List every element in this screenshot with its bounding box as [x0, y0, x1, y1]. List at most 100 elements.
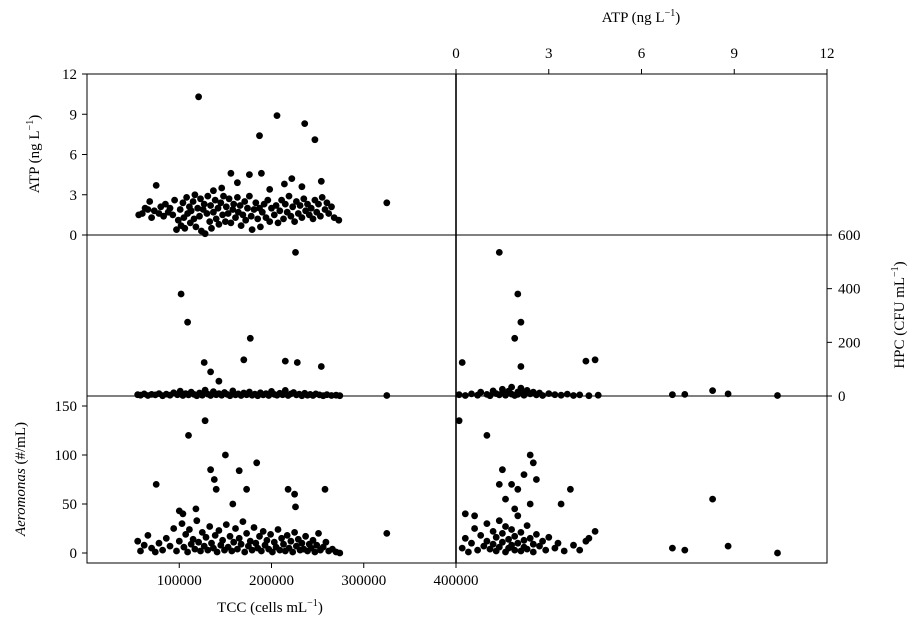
data-point	[210, 208, 217, 216]
atp-left-axis-label: ATP (ng L−1)	[25, 115, 43, 193]
data-point	[155, 539, 163, 547]
hpc-tick-label: 200	[838, 335, 861, 351]
data-points	[134, 93, 781, 557]
data-point	[208, 224, 215, 232]
data-point	[529, 540, 537, 548]
data-point	[184, 548, 192, 556]
data-point	[175, 537, 183, 545]
data-point	[207, 466, 215, 474]
data-point	[486, 545, 494, 553]
data-point	[197, 547, 204, 555]
data-point	[200, 200, 208, 208]
data-point	[317, 363, 325, 370]
data-point	[189, 198, 197, 205]
data-point	[177, 290, 185, 298]
data-point	[237, 222, 245, 230]
data-point	[511, 505, 519, 513]
data-point	[213, 548, 221, 556]
data-point	[225, 195, 233, 203]
data-point	[178, 520, 186, 527]
data-point	[483, 432, 491, 439]
data-point	[191, 545, 199, 553]
data-point	[514, 539, 522, 547]
data-point	[270, 211, 278, 219]
data-point	[495, 517, 503, 525]
tcc-tick-label: 100000	[157, 573, 202, 589]
data-point	[483, 537, 491, 545]
data-point	[211, 196, 219, 204]
data-point	[458, 359, 466, 366]
data-point	[325, 210, 333, 217]
data-point	[259, 528, 267, 535]
data-point	[486, 392, 494, 400]
data-point	[477, 388, 485, 396]
data-point	[171, 196, 179, 204]
data-point	[215, 527, 223, 534]
data-point	[152, 481, 160, 488]
data-point	[563, 390, 571, 398]
data-point	[311, 548, 319, 556]
data-point	[234, 194, 241, 201]
data-point	[140, 541, 148, 549]
data-point	[187, 207, 195, 215]
data-point	[298, 214, 306, 222]
data-point	[235, 467, 243, 475]
data-point	[166, 204, 174, 212]
data-point	[461, 392, 469, 399]
data-point	[197, 195, 204, 203]
data-point	[189, 535, 197, 543]
data-point	[229, 500, 237, 508]
data-point	[166, 542, 174, 550]
data-point	[291, 218, 298, 226]
data-point	[551, 391, 559, 399]
data-point	[594, 391, 602, 399]
data-point	[234, 545, 241, 553]
data-point	[502, 495, 509, 503]
data-point	[536, 542, 543, 550]
data-point	[146, 198, 154, 205]
data-point	[520, 536, 528, 544]
data-point	[239, 518, 247, 525]
data-point	[159, 546, 167, 554]
data-point	[227, 219, 235, 227]
hpc-tick-label: 400	[838, 282, 861, 298]
chart-frame	[86, 73, 828, 564]
data-point	[274, 526, 282, 533]
data-point	[669, 544, 676, 552]
data-point	[152, 182, 160, 189]
data-point	[215, 220, 223, 228]
data-point	[283, 532, 291, 539]
data-point	[246, 537, 254, 545]
data-point	[474, 546, 481, 554]
atp-left-tick-label: 12	[62, 67, 77, 83]
data-point	[241, 548, 249, 556]
data-point	[281, 387, 289, 394]
data-point	[201, 417, 209, 425]
data-point	[523, 545, 531, 553]
data-point	[545, 533, 553, 541]
data-point	[202, 533, 210, 541]
data-point	[471, 525, 478, 532]
data-point	[529, 548, 537, 556]
data-point	[533, 476, 540, 483]
data-point	[465, 548, 472, 556]
data-point	[246, 171, 253, 179]
data-point	[258, 208, 266, 216]
data-point	[461, 510, 469, 518]
data-point	[495, 481, 503, 488]
data-point	[179, 199, 187, 207]
data-point	[508, 383, 515, 391]
data-point	[137, 547, 144, 555]
data-point	[236, 202, 244, 209]
data-point	[539, 537, 546, 545]
data-point	[184, 318, 192, 326]
data-point	[455, 391, 463, 399]
data-point	[471, 512, 478, 520]
tcc-axis-label: TCC (cells mL−1)	[217, 598, 323, 616]
data-point	[517, 529, 525, 536]
data-point	[291, 529, 298, 536]
data-point	[215, 377, 223, 385]
atp-top-tick-label: 0	[452, 46, 460, 62]
data-point	[322, 538, 330, 546]
